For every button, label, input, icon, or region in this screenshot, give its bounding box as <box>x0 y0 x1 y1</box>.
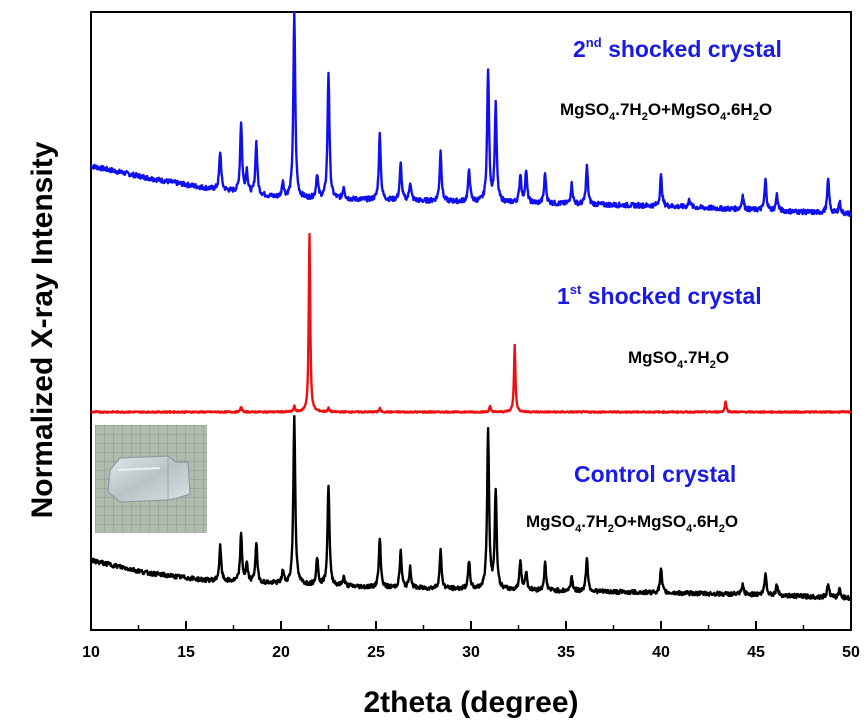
x-tick-label-35: 35 <box>557 644 575 661</box>
series-line-bottom <box>89 415 853 602</box>
composition-2nd-shocked: MgSO4.7H2O+MgSO4.6H2O <box>560 100 772 123</box>
x-tick-label-25: 25 <box>367 644 385 661</box>
series-label-2nd-shocked: 2nd shocked crystal <box>573 35 782 62</box>
x-tick-label-20: 20 <box>272 644 290 661</box>
series-label-1st-shocked: 1st shocked crystal <box>557 282 762 309</box>
composition-control: MgSO4.7H2O+MgSO4.6H2O <box>526 512 738 535</box>
x-tick-label-15: 15 <box>177 644 195 661</box>
y-axis-title: Normalized X-ray Intensity <box>26 141 59 518</box>
x-tick-label-10: 10 <box>82 644 100 661</box>
x-tick-label-50: 50 <box>842 644 860 661</box>
crystal-photo-inset <box>95 425 207 533</box>
plot-area <box>89 10 853 602</box>
series-line-top <box>90 10 853 218</box>
series-line-middle <box>90 232 852 414</box>
x-tick-label-45: 45 <box>747 644 765 661</box>
x-axis: 10 15 20 25 30 35 40 45 50 <box>82 621 860 661</box>
x-tick-label-30: 30 <box>462 644 480 661</box>
x-axis-title: 2theta (degree) <box>363 686 578 719</box>
composition-1st-shocked: MgSO4.7H2O <box>628 348 729 371</box>
x-tick-label-40: 40 <box>652 644 670 661</box>
series-label-control: Control crystal <box>574 461 736 487</box>
